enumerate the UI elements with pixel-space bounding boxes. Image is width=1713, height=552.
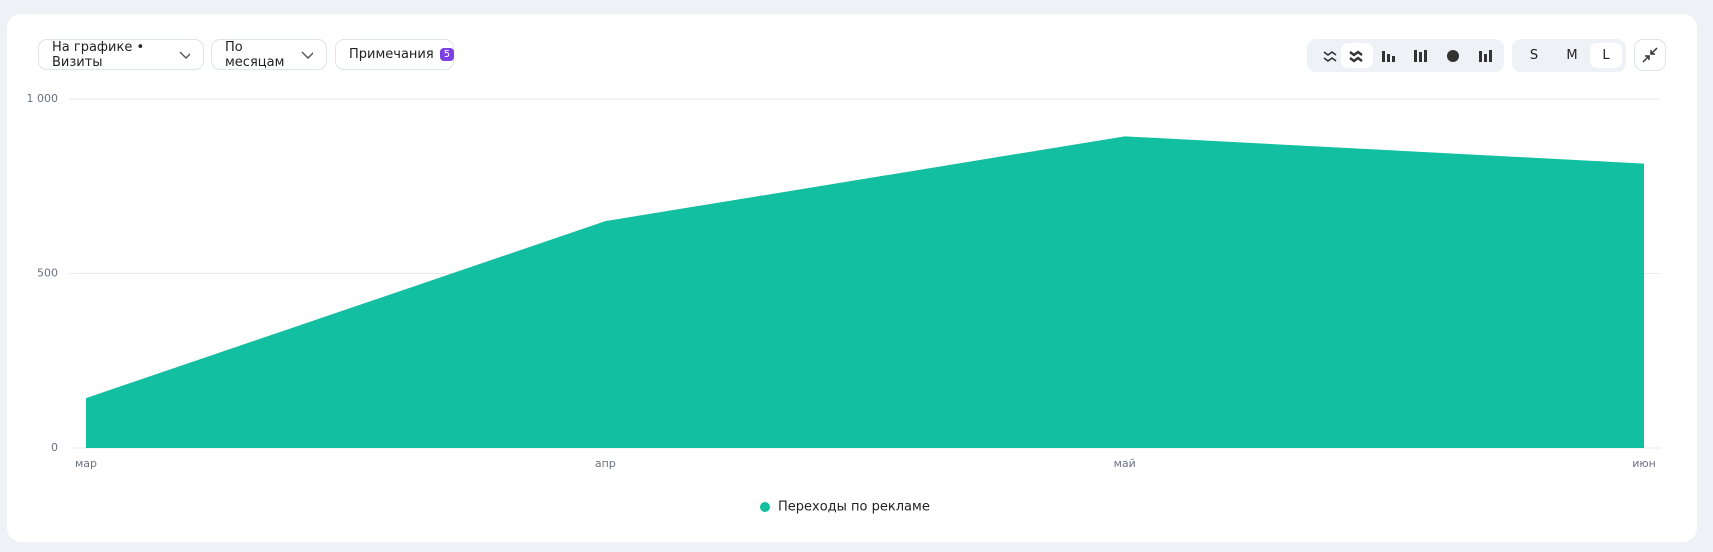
chevron bbox=[301, 51, 313, 59]
collapse-button[interactable] bbox=[1634, 39, 1666, 71]
size-m[interactable]: M bbox=[1566, 48, 1578, 63]
chart-type-group bbox=[1307, 39, 1504, 72]
y-tick-label: 500 bbox=[37, 267, 58, 280]
collapse-icon bbox=[1642, 47, 1658, 63]
size-s[interactable]: S bbox=[1529, 48, 1539, 63]
chevron bbox=[179, 51, 190, 59]
badge: 5 bbox=[439, 48, 455, 61]
size-l[interactable]: L bbox=[1590, 43, 1622, 68]
y-tick-label: 1 000 bbox=[27, 92, 59, 105]
x-tick-label: июн bbox=[1632, 457, 1656, 470]
legend-label: Переходы по рекламе bbox=[778, 500, 930, 515]
notes-button[interactable]: Примечания 5 bbox=[335, 39, 455, 70]
x-tick-label: май bbox=[1114, 457, 1136, 470]
legend-marker bbox=[760, 502, 770, 512]
label: Примечания bbox=[349, 47, 434, 62]
chart-type-icons bbox=[1323, 43, 1492, 68]
size-group: S M L bbox=[1512, 39, 1626, 72]
label: По месяцам bbox=[225, 39, 285, 70]
x-tick-label: мар bbox=[75, 457, 97, 470]
area bbox=[86, 136, 1644, 448]
y-tick-label: 0 bbox=[51, 441, 58, 454]
label: На графике • Визиты bbox=[52, 39, 145, 70]
x-tick-label: апр bbox=[595, 457, 616, 470]
period-select[interactable]: По месяцам bbox=[211, 39, 327, 70]
metric-select[interactable]: На графике • Визиты bbox=[38, 39, 204, 70]
